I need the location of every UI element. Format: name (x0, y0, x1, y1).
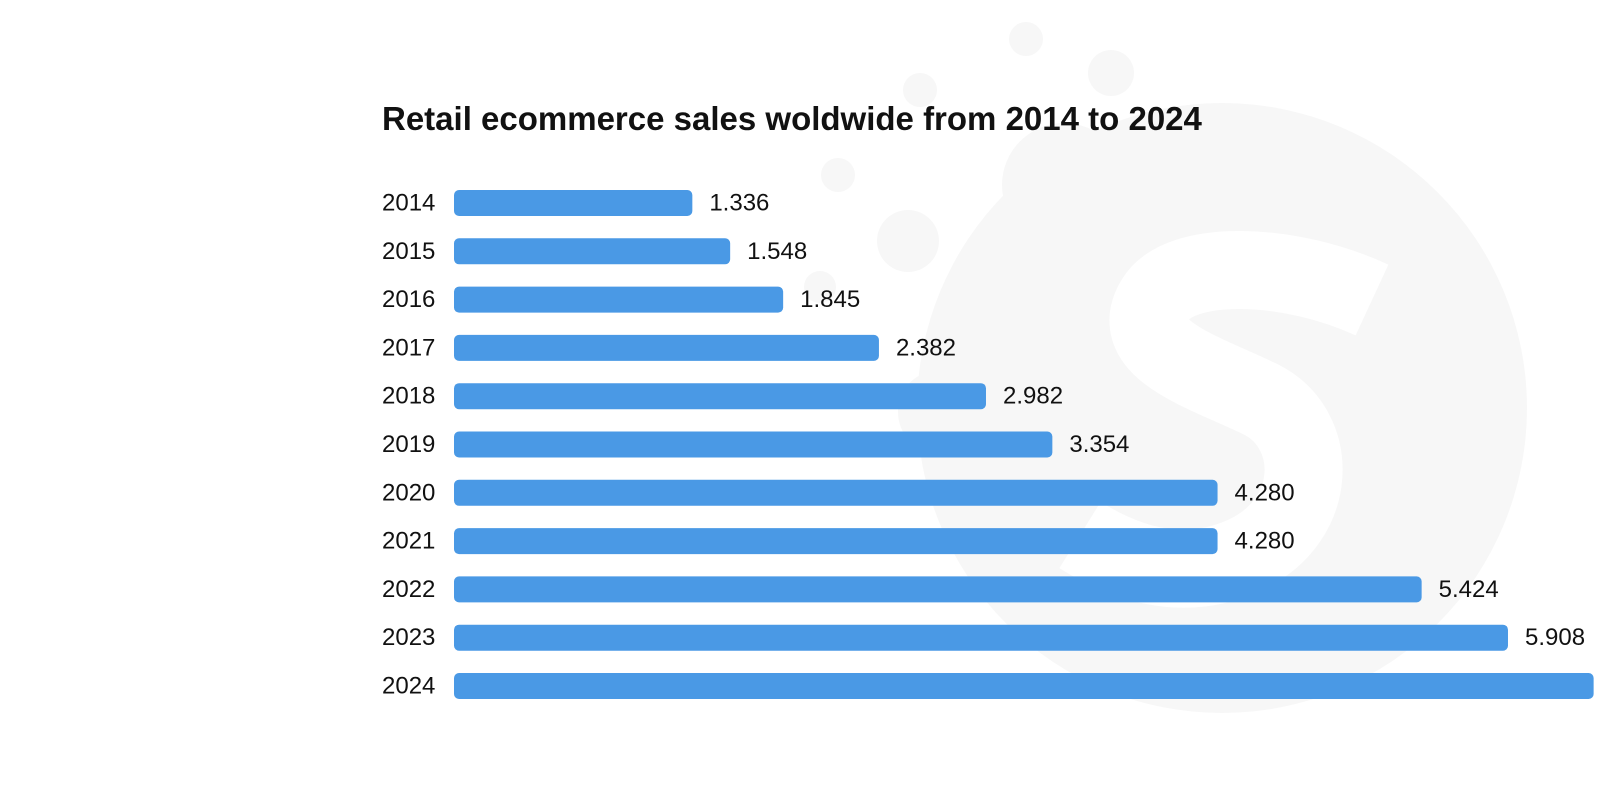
bar-2017 (454, 334, 879, 361)
value-label-2023: 5.908 (1525, 624, 1585, 651)
category-label-2018: 2018 (382, 383, 435, 410)
bar-2021 (454, 528, 1218, 555)
bar-2018 (454, 383, 986, 410)
bar-2020 (454, 479, 1218, 506)
value-label-2017: 2.382 (896, 334, 956, 361)
category-label-2014: 2014 (382, 190, 435, 217)
category-label-2024: 2024 (382, 673, 435, 700)
category-label-2019: 2019 (382, 431, 435, 458)
value-label-2020: 4.280 (1235, 479, 1295, 506)
bar-2023 (454, 624, 1508, 651)
bar-2015 (454, 238, 731, 265)
value-label-2014: 1.336 (709, 190, 769, 217)
value-label-2021: 4.280 (1235, 528, 1295, 555)
category-label-2020: 2020 (382, 479, 435, 506)
category-label-2021: 2021 (382, 528, 435, 555)
bar-2014 (454, 190, 693, 216)
value-label-2015: 1.548 (747, 238, 807, 265)
value-label-2018: 2.982 (1003, 383, 1063, 410)
bar-2019 (454, 431, 1053, 458)
bar-2022 (454, 576, 1422, 603)
category-label-2023: 2023 (382, 624, 435, 651)
value-label-2019: 3.354 (1069, 431, 1129, 458)
category-label-2017: 2017 (382, 334, 435, 361)
category-label-2016: 2016 (382, 286, 435, 313)
value-label-2022: 5.424 (1439, 576, 1499, 603)
bar-2016 (454, 286, 784, 313)
bar-2024 (454, 673, 1594, 699)
category-label-2022: 2022 (382, 576, 435, 603)
category-label-2015: 2015 (382, 238, 435, 265)
value-label-2016: 1.845 (800, 286, 860, 313)
chart-title: Retail ecommerce sales woldwide from 201… (382, 100, 1202, 137)
